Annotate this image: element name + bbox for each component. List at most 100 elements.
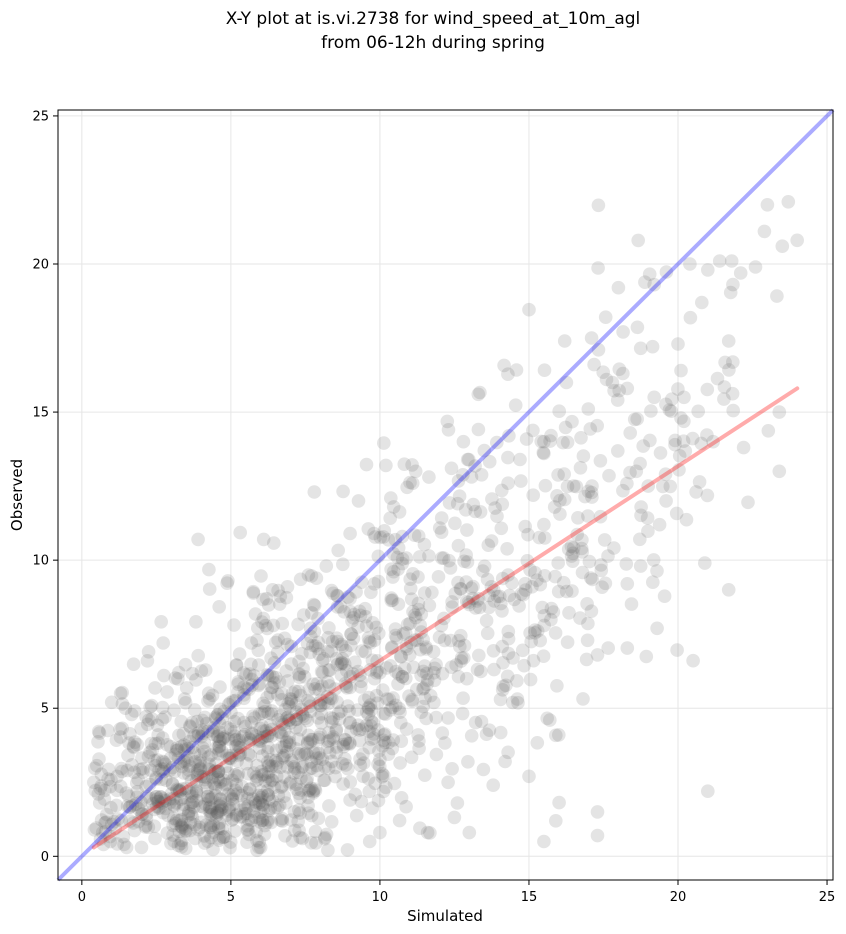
data-point	[536, 445, 551, 460]
data-point	[212, 716, 227, 730]
data-point	[391, 677, 405, 691]
data-point	[324, 583, 339, 598]
data-point	[215, 821, 229, 836]
data-point	[375, 770, 390, 784]
data-point	[179, 739, 194, 753]
one-to-one-line	[56, 108, 835, 882]
data-point	[411, 728, 425, 742]
data-point	[144, 698, 159, 713]
data-point	[260, 668, 275, 683]
data-point	[277, 631, 292, 646]
data-point	[255, 813, 269, 827]
data-point	[230, 807, 244, 822]
data-point	[280, 760, 295, 774]
data-point	[663, 479, 678, 494]
data-point	[247, 766, 261, 780]
data-point	[590, 828, 605, 843]
data-point	[717, 380, 732, 394]
data-point	[263, 718, 278, 732]
data-point	[249, 769, 264, 784]
data-point	[241, 812, 256, 827]
data-point	[610, 393, 625, 407]
data-point	[291, 765, 305, 780]
data-point	[294, 760, 309, 775]
data-point	[343, 604, 358, 619]
data-point	[579, 652, 594, 667]
data-point	[377, 436, 391, 450]
data-point	[278, 702, 292, 717]
data-point	[329, 722, 344, 737]
data-point	[413, 642, 428, 657]
data-point	[189, 784, 204, 799]
data-point	[607, 383, 621, 398]
data-point	[453, 581, 468, 596]
data-point	[283, 692, 297, 706]
data-point	[289, 697, 304, 711]
data-point	[267, 676, 282, 690]
data-point	[399, 722, 414, 736]
data-point	[174, 739, 189, 754]
data-point	[130, 790, 144, 804]
data-point	[590, 648, 605, 662]
data-point	[152, 763, 166, 778]
data-point	[282, 730, 296, 745]
data-point	[193, 820, 207, 835]
data-point	[405, 476, 420, 491]
data-point	[165, 776, 180, 791]
data-point	[300, 636, 315, 651]
data-point	[342, 737, 357, 751]
data-point	[416, 682, 430, 696]
data-point	[252, 734, 266, 749]
data-point	[264, 815, 279, 830]
data-point	[242, 827, 256, 842]
data-point	[591, 198, 606, 213]
data-point	[574, 431, 588, 445]
data-point	[624, 597, 639, 611]
data-point	[468, 504, 483, 519]
data-point	[352, 604, 367, 619]
data-point	[251, 658, 266, 672]
data-point	[293, 791, 308, 805]
data-point	[351, 718, 366, 732]
y-tick-label: 15	[32, 406, 49, 421]
data-point	[168, 747, 183, 762]
data-point	[154, 772, 169, 787]
data-point	[497, 358, 511, 373]
data-point	[339, 679, 354, 693]
data-point	[176, 802, 191, 817]
data-point	[328, 682, 342, 696]
data-point	[377, 768, 391, 783]
data-point	[208, 788, 223, 803]
data-point	[265, 773, 280, 788]
data-point	[361, 700, 376, 715]
data-point	[650, 621, 664, 636]
data-point	[157, 755, 171, 770]
data-point	[683, 310, 698, 325]
data-point	[88, 783, 103, 798]
data-point	[263, 686, 278, 700]
data-point	[575, 533, 589, 547]
data-point	[288, 684, 303, 699]
data-point	[391, 597, 406, 611]
data-point	[289, 712, 304, 727]
data-point	[240, 835, 254, 849]
data-point	[252, 741, 267, 755]
data-point	[193, 761, 208, 776]
data-point	[185, 715, 199, 730]
data-point	[594, 558, 608, 572]
data-point	[262, 775, 277, 790]
data-point	[391, 667, 406, 681]
data-point	[366, 727, 381, 741]
data-point	[511, 696, 525, 710]
data-point	[412, 734, 426, 748]
data-point	[156, 764, 171, 779]
data-point	[284, 694, 299, 709]
data-point	[345, 614, 359, 628]
data-point	[221, 766, 235, 780]
data-point	[315, 752, 330, 766]
data-point	[215, 711, 229, 725]
data-point	[238, 728, 252, 742]
data-point	[775, 239, 790, 253]
data-point	[163, 795, 177, 810]
data-point	[409, 610, 423, 625]
